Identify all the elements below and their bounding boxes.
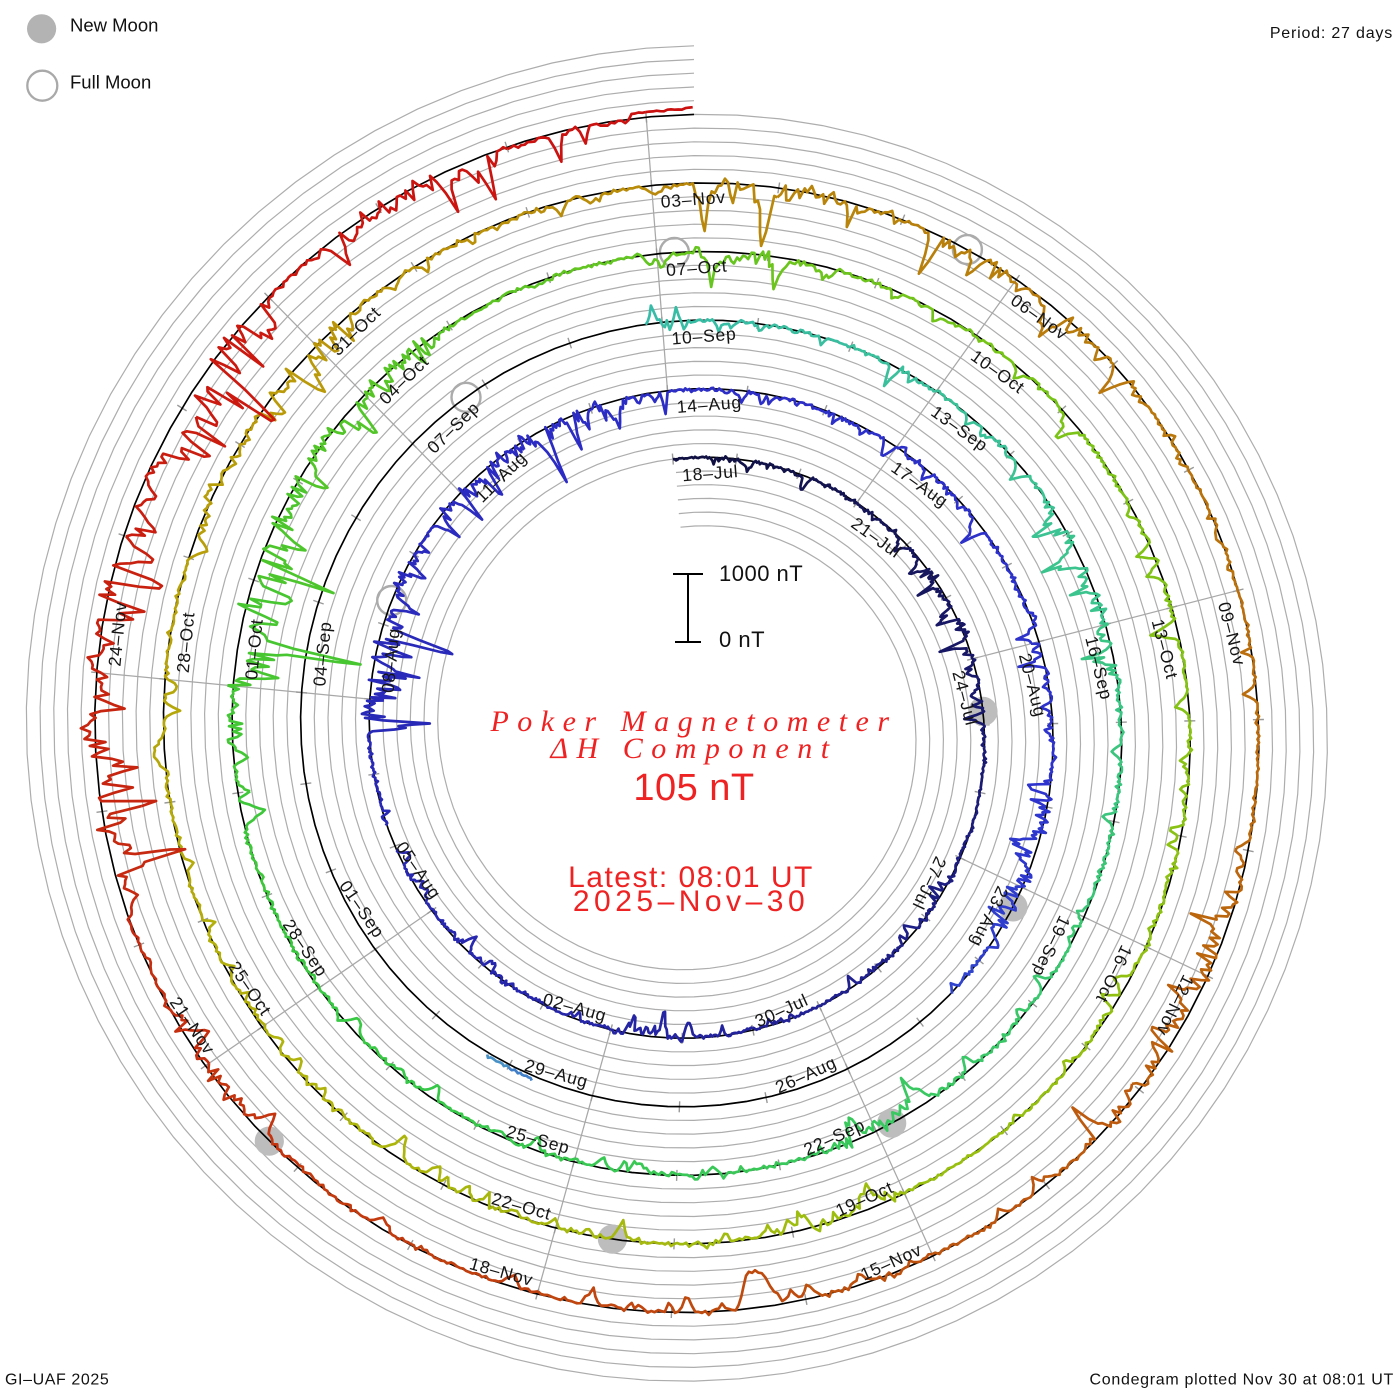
svg-text:GI–UAF 2025: GI–UAF 2025 — [5, 1372, 109, 1389]
svg-text:Period: 27 days: Period: 27 days — [1270, 25, 1393, 42]
svg-text:Full Moon: Full Moon — [70, 72, 151, 93]
svg-text:07–Oct: 07–Oct — [665, 255, 728, 280]
svg-text:New Moon: New Moon — [70, 15, 158, 36]
svg-text:Poker Magnetometer: Poker Magnetometer — [489, 705, 897, 738]
svg-text:1000 nT: 1000 nT — [719, 561, 803, 586]
svg-text:105 nT: 105 nT — [633, 767, 754, 809]
svg-text:2025–Nov–30: 2025–Nov–30 — [573, 885, 809, 918]
svg-text:ΔH Component: ΔH Component — [549, 732, 837, 765]
svg-text:Condegram plotted Nov 30 at 08: Condegram plotted Nov 30 at 08:01 UT — [1090, 1372, 1394, 1389]
svg-text:0 nT: 0 nT — [719, 627, 765, 652]
svg-text:Latest: 08:01 UT: Latest: 08:01 UT — [568, 861, 814, 894]
svg-text:18–Jul: 18–Jul — [681, 461, 739, 485]
